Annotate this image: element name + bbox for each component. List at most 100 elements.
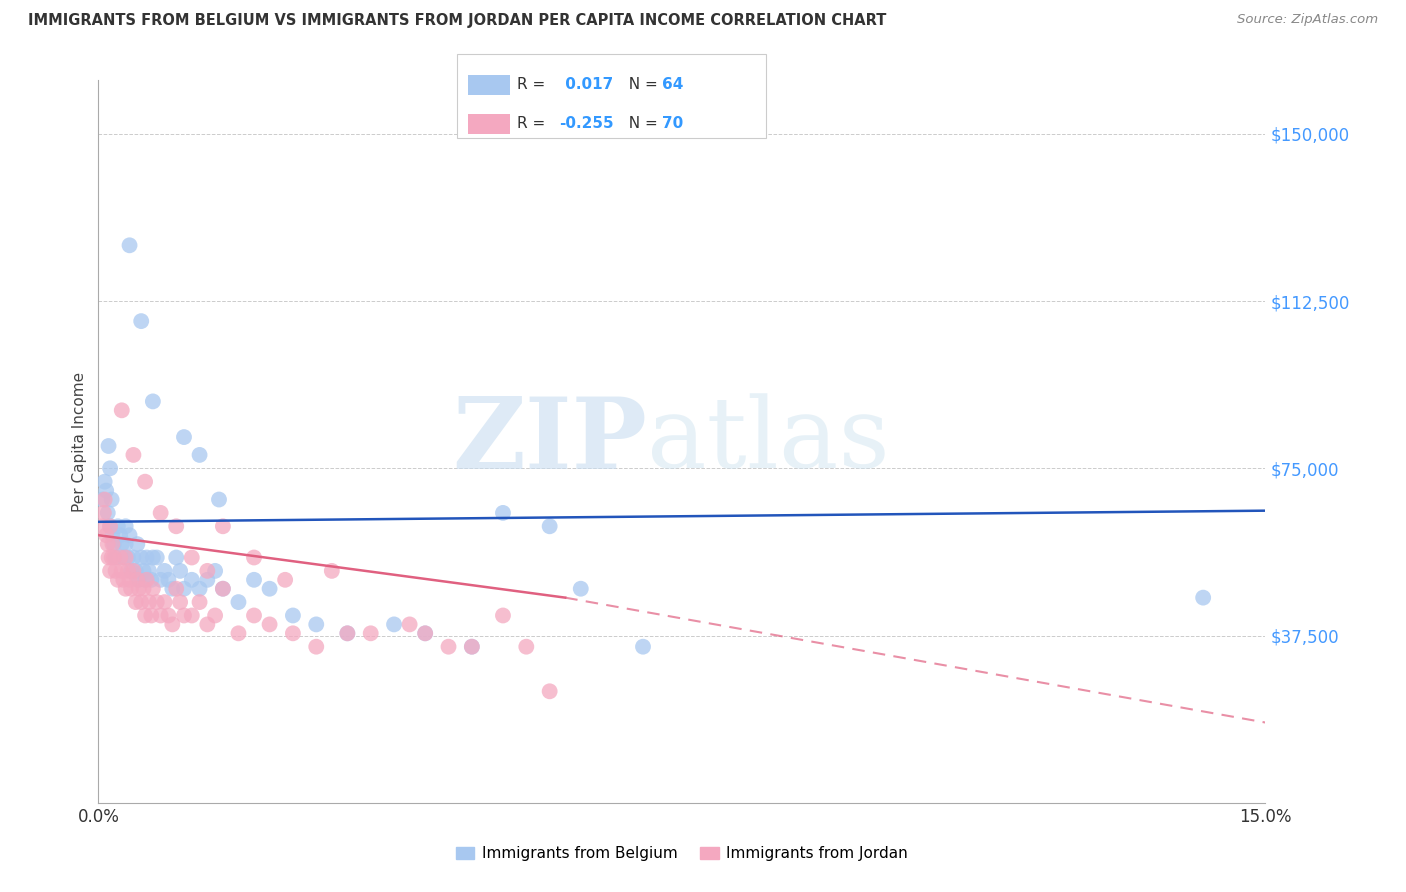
Point (91, 492, 114, 507)
Point (305, 640, 328, 654)
Point (142, 550, 165, 565)
Point (135, 550, 157, 565)
Point (134, 475, 156, 489)
Point (125, 595, 148, 609)
Text: ZIP: ZIP (451, 393, 647, 490)
Legend: Immigrants from Belgium, Immigrants from Jordan: Immigrants from Belgium, Immigrants from… (450, 840, 914, 867)
Text: atlas: atlas (647, 393, 890, 490)
Point (97, 537, 120, 551)
Point (146, 550, 169, 565)
Point (157, 608, 180, 623)
Point (138, 564, 160, 578)
Point (120, 582, 142, 596)
Point (114, 537, 136, 551)
Point (101, 537, 124, 551)
Point (157, 573, 180, 587)
Point (122, 564, 145, 578)
Point (129, 595, 152, 609)
Point (129, 314, 152, 328)
Point (98, 519, 121, 533)
Text: R =: R = (517, 78, 551, 92)
Point (103, 550, 125, 565)
Point (120, 564, 142, 578)
Point (180, 608, 202, 623)
Point (93, 475, 115, 489)
Point (149, 506, 172, 520)
Point (146, 595, 169, 609)
Point (336, 626, 359, 640)
Point (281, 608, 304, 623)
Text: 64: 64 (662, 78, 683, 92)
Point (631, 640, 654, 654)
Point (104, 564, 127, 578)
Text: R =: R = (517, 117, 551, 131)
Point (132, 582, 155, 596)
Point (169, 564, 191, 578)
Point (212, 582, 235, 596)
Text: IMMIGRANTS FROM BELGIUM VS IMMIGRANTS FROM JORDAN PER CAPITA INCOME CORRELATION : IMMIGRANTS FROM BELGIUM VS IMMIGRANTS FR… (28, 13, 887, 29)
Point (173, 430, 195, 444)
Point (165, 519, 187, 533)
Point (112, 573, 135, 587)
Point (101, 528, 124, 542)
Point (103, 537, 125, 551)
Point (195, 617, 218, 632)
Point (149, 608, 172, 623)
Point (243, 573, 266, 587)
Point (93, 492, 115, 507)
Point (188, 582, 211, 596)
Point (111, 564, 134, 578)
Point (173, 582, 195, 596)
Point (114, 519, 136, 533)
Point (538, 519, 561, 533)
Point (153, 564, 176, 578)
Point (111, 537, 134, 551)
Point (153, 595, 176, 609)
Point (108, 528, 131, 542)
Text: N =: N = (619, 117, 662, 131)
Point (437, 640, 460, 654)
Point (93, 506, 115, 520)
Text: Source: ZipAtlas.com: Source: ZipAtlas.com (1237, 13, 1378, 27)
Text: 0.017: 0.017 (560, 78, 613, 92)
Point (100, 550, 122, 565)
Point (108, 550, 131, 565)
Point (122, 550, 145, 565)
Point (98, 519, 121, 533)
Point (114, 582, 136, 596)
Point (165, 582, 187, 596)
Point (104, 550, 127, 565)
Point (180, 573, 202, 587)
Point (118, 528, 141, 542)
Point (100, 492, 122, 507)
Point (117, 564, 139, 578)
Point (413, 626, 436, 640)
Point (97, 506, 120, 520)
Point (134, 608, 156, 623)
Point (169, 595, 191, 609)
Point (336, 626, 359, 640)
Point (98, 461, 121, 475)
Point (243, 550, 266, 565)
Point (180, 550, 202, 565)
Point (107, 519, 129, 533)
Point (360, 626, 382, 640)
Point (135, 573, 157, 587)
Point (382, 617, 405, 632)
Point (305, 617, 328, 632)
Point (97, 550, 120, 565)
Point (91, 519, 114, 533)
Point (165, 550, 187, 565)
Text: 70: 70 (662, 117, 683, 131)
Point (132, 564, 155, 578)
Point (321, 564, 343, 578)
Point (96, 483, 118, 498)
Point (97, 439, 120, 453)
Point (149, 573, 172, 587)
Point (127, 573, 149, 587)
Point (98, 564, 121, 578)
Point (515, 640, 537, 654)
Point (1192, 591, 1215, 605)
Point (142, 582, 165, 596)
Point (162, 617, 184, 632)
